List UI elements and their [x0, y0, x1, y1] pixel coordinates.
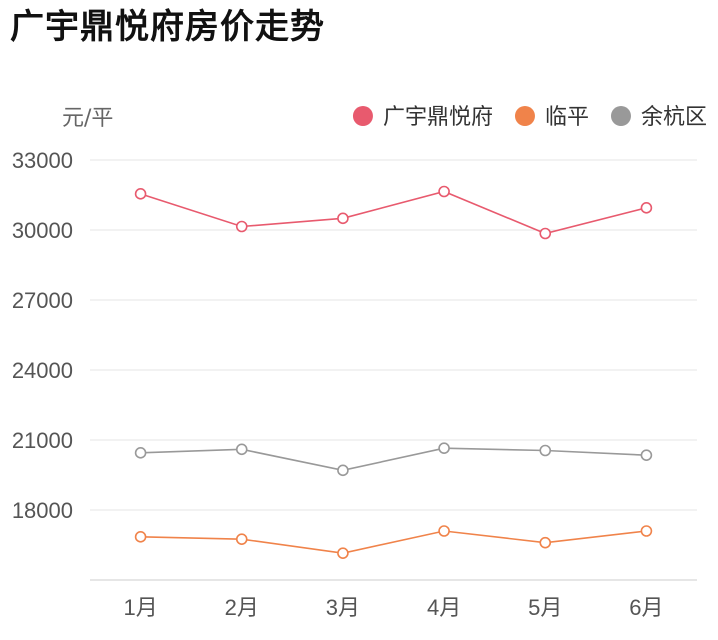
data-point[interactable]	[235, 220, 248, 233]
series-line	[140, 190, 647, 235]
series-line	[140, 530, 647, 554]
y-tick-label: 33000	[12, 148, 73, 173]
series-layer	[134, 185, 653, 559]
data-point[interactable]	[640, 449, 653, 461]
data-point[interactable]	[539, 227, 552, 240]
data-point[interactable]	[337, 464, 349, 477]
y-axis-ticks: 18000 21000 24000 27000 30000 33000	[12, 148, 73, 523]
x-tick-label: 1月	[123, 595, 157, 620]
chart-title: 广宇鼎悦府房价走势	[10, 7, 325, 47]
legend-marker[interactable]	[352, 106, 373, 126]
legend-marker[interactable]	[610, 106, 631, 126]
series-line	[140, 447, 647, 472]
data-point[interactable]	[134, 531, 147, 543]
x-tick-label: 4月	[427, 595, 461, 620]
x-tick-label: 3月	[326, 595, 360, 620]
legend: 广宇鼎悦府 临平 余杭区	[352, 105, 707, 130]
y-tick-label: 30000	[12, 218, 73, 243]
data-point[interactable]	[134, 188, 147, 200]
data-point[interactable]	[438, 442, 450, 454]
data-point[interactable]	[337, 212, 349, 225]
legend-label: 广宇鼎悦府	[383, 105, 493, 130]
x-tick-label: 2月	[225, 595, 259, 620]
data-point[interactable]	[438, 185, 450, 198]
legend-marker[interactable]	[514, 106, 535, 126]
data-point[interactable]	[438, 525, 450, 537]
data-point[interactable]	[134, 447, 147, 459]
y-tick-label: 27000	[12, 288, 73, 313]
x-tick-label: 6月	[629, 595, 663, 620]
data-point[interactable]	[640, 202, 653, 214]
legend-label: 临平	[545, 105, 589, 130]
y-tick-label: 21000	[12, 428, 73, 453]
x-axis-ticks: 1月 2月 3月 4月 5月 6月	[123, 595, 663, 620]
data-point[interactable]	[539, 536, 552, 549]
x-tick-label: 5月	[528, 595, 562, 620]
data-point[interactable]	[539, 444, 552, 457]
data-point[interactable]	[640, 525, 653, 537]
legend-label: 余杭区	[641, 105, 707, 130]
y-tick-label: 24000	[12, 358, 73, 383]
y-axis-unit: 元/平	[62, 106, 113, 131]
y-tick-label: 18000	[12, 498, 73, 523]
data-point[interactable]	[337, 547, 349, 559]
data-point[interactable]	[235, 443, 248, 456]
grid-lines	[90, 159, 697, 581]
data-point[interactable]	[235, 533, 248, 545]
